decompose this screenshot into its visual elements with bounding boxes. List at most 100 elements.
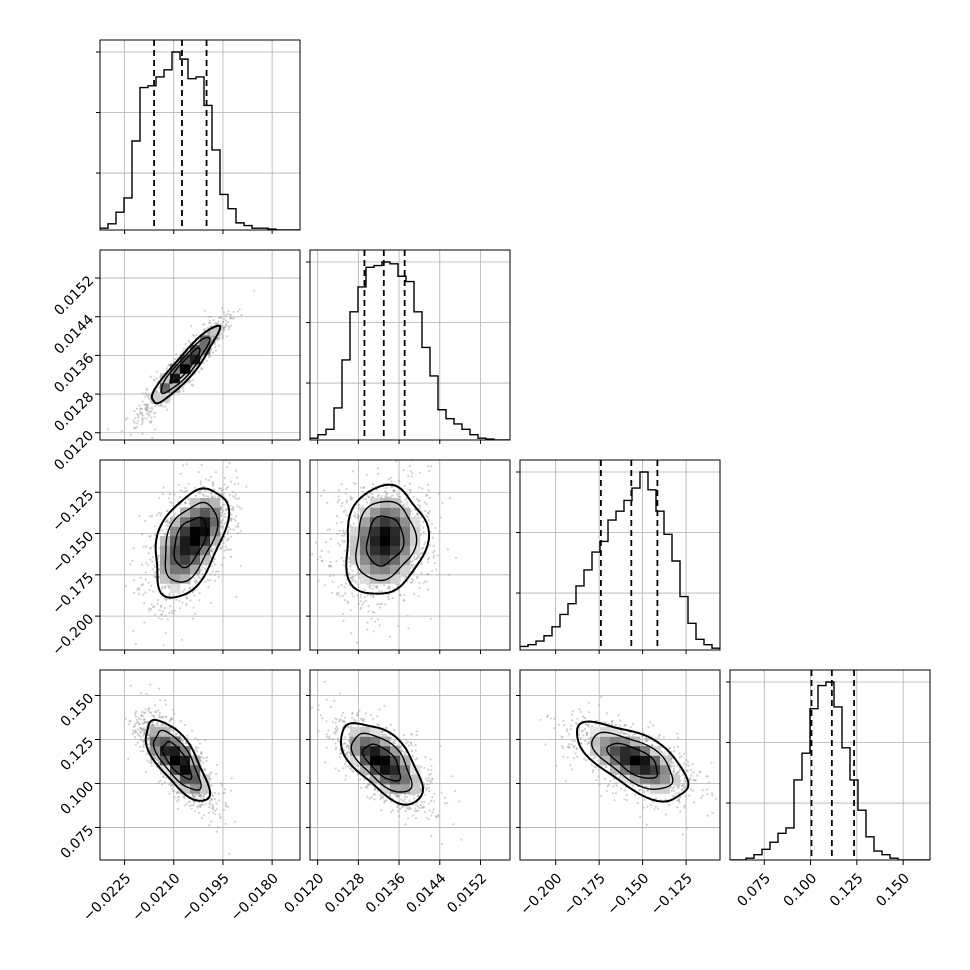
sample-point [223,515,227,519]
sample-point [153,571,156,574]
sample-point [155,390,158,393]
sample-point [420,561,423,565]
contour-line [173,516,208,569]
sample-point [164,614,167,618]
sample-point [124,418,127,421]
sample-point [220,563,223,567]
sample-point [145,387,148,390]
sample-point [122,443,124,445]
sample-point [365,473,368,476]
sample-point [210,547,213,550]
sample-point [403,599,406,602]
sample-point [159,779,162,782]
sample-point [376,495,379,498]
sample-point [361,490,364,493]
sample-point [150,546,153,549]
density-cell [190,555,201,565]
sample-point [148,414,151,417]
sample-point [161,405,164,408]
sample-point [236,476,239,479]
sample-point [198,742,201,745]
sample-point [219,514,223,517]
sample-point [392,490,395,493]
sample-point [404,498,407,501]
sample-point [336,515,339,518]
density-cell [370,517,381,527]
sample-point [212,335,216,339]
sample-point [432,544,435,548]
sample-point [161,610,165,613]
sample-point [403,484,406,487]
sample-point [359,596,362,599]
sample-point [236,310,240,313]
sample-point [226,453,228,455]
density-cell [190,564,201,575]
density-cell [360,526,371,537]
sample-point [339,595,342,598]
sample-point [348,560,351,563]
sample-point [222,328,225,331]
sample-point [159,605,163,608]
sample-point [157,563,160,567]
sample-point [420,572,423,575]
sample-point [336,532,339,536]
density-cell [360,555,371,565]
sample-point [182,390,185,393]
sample-point [222,509,225,512]
sample-point [330,591,333,594]
sample-point [213,558,216,561]
sample-point [150,761,153,764]
sample-point [210,496,213,499]
density-cell [360,507,371,518]
sample-point [183,490,186,493]
sample-point [209,315,212,318]
contours [154,487,231,599]
sample-point [221,321,224,324]
sample-point [358,507,361,510]
sample-point [383,584,386,587]
sample-point [158,699,162,702]
sample-point [213,495,216,498]
sample-point [385,492,388,496]
sample-point [149,558,152,561]
sample-point [351,470,355,473]
sample-point [188,341,191,344]
sample-point [217,570,220,573]
sample-point [189,586,192,589]
sample-point [412,556,415,559]
sample-point [205,756,209,759]
sample-point [175,353,178,356]
sample-point [142,545,145,548]
sample-point [120,430,123,433]
sample-point [345,487,348,490]
sample-point [208,331,211,334]
sample-point [173,712,176,715]
sample-point [143,403,146,406]
sample-point [144,578,148,581]
sample-point [143,732,146,735]
sample-point [220,492,223,495]
sample-point [337,495,340,498]
sample-point [342,541,345,544]
density-cell [410,517,421,527]
sample-point [190,325,193,328]
sample-point [345,499,348,502]
sample-point [426,493,429,497]
sample-point [154,411,157,414]
sample-point [354,581,357,584]
sample-point [137,416,140,419]
sample-point [144,729,147,732]
sample-point [342,619,345,623]
sample-point [140,423,143,426]
sample-point [387,478,390,481]
sample-point [220,489,223,492]
sample-point [221,337,224,340]
sample-point [441,501,444,504]
sample-point [168,594,171,597]
sample-point [144,407,147,410]
sample-point [351,497,354,500]
sample-point [166,519,169,522]
sample-point [400,435,402,437]
sample-point [210,565,213,568]
sample-point [231,495,235,498]
